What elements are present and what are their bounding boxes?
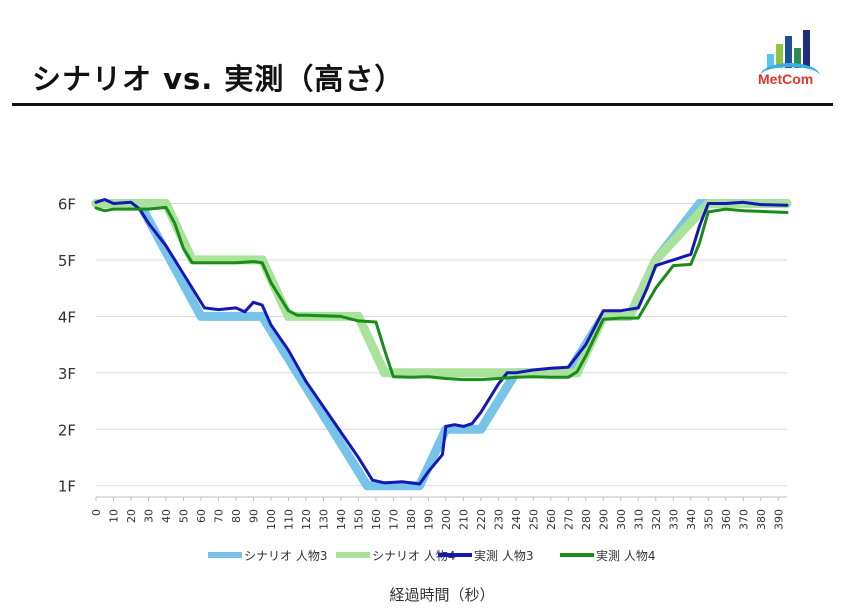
x-tick-label: 150 [352,509,365,530]
x-tick-label: 250 [527,509,540,530]
x-tick-label: 330 [667,509,680,530]
logo-bar-3 [785,36,792,68]
metcom-logo: MetCom [752,30,830,90]
x-tick-label: 230 [492,509,505,530]
x-tick-label: 190 [422,509,435,530]
y-tick-label: 3F [58,365,76,383]
x-tick-label: 260 [545,509,558,530]
x-tick-label: 140 [335,509,348,530]
page-title: シナリオ vs. 実測（高さ） [32,62,405,96]
x-tick-label: 380 [755,509,768,530]
logo-bars-icon [767,30,821,68]
y-tick-label: 1F [58,478,76,496]
x-tick-label: 80 [230,509,243,523]
y-tick-label: 6F [58,195,76,213]
series-line-2 [91,199,792,378]
x-tick-label: 320 [650,509,663,530]
x-tick-label: 370 [737,509,750,530]
y-tick-label: 4F [58,308,76,326]
x-tick-label: 340 [685,509,698,530]
logo-arc-icon [760,63,820,89]
x-tick-label: 390 [772,509,785,530]
x-tick-label: 160 [370,509,383,530]
logo-bar-4 [794,48,801,68]
x-tick-label: 360 [720,509,733,530]
x-tick-label: 200 [440,509,453,530]
x-tick-label: 180 [405,509,418,530]
x-tick-label: 240 [510,509,523,530]
x-tick-label: 310 [632,509,645,530]
x-tick-label: 120 [300,509,313,530]
x-tick-label: 290 [597,509,610,530]
x-tick-label: 300 [615,509,628,530]
legend-label: シナリオ 人物3 [244,549,327,563]
x-tick-label: 110 [282,509,295,530]
x-tick-label: 170 [387,509,400,530]
x-tick-label: 0 [90,509,103,516]
logo-text: MetCom [758,71,814,87]
x-tick-label: 20 [125,509,138,523]
logo-bar-5 [803,30,810,68]
logo-bar-2 [776,44,783,68]
series-line-4 [94,205,789,382]
x-axis-title: 経過時間（秒） [389,586,494,604]
series-line-3 [94,198,789,486]
x-tick-label: 50 [177,509,190,523]
x-tick-label: 100 [265,509,278,530]
legend-label: 実測 人物4 [596,548,655,563]
x-tick-label: 90 [247,509,260,523]
logo-bar-1 [767,54,774,68]
legend-label: 実測 人物3 [474,548,533,563]
x-tick-label: 270 [562,509,575,530]
series-line-1 [91,199,792,491]
y-tick-label: 2F [58,421,76,439]
legend-label: シナリオ 人物4 [372,549,455,563]
x-tick-label: 60 [195,509,208,523]
title-underline [12,103,833,106]
x-tick-label: 40 [160,509,173,523]
x-tick-label: 280 [580,509,593,530]
x-tick-label: 30 [142,509,155,523]
x-tick-label: 130 [317,509,330,530]
x-tick-label: 70 [212,509,225,523]
y-tick-label: 5F [58,252,76,270]
x-tick-label: 210 [457,509,470,530]
x-tick-label: 350 [702,509,715,530]
x-tick-label: 220 [475,509,488,530]
x-tick-label: 10 [107,509,120,523]
